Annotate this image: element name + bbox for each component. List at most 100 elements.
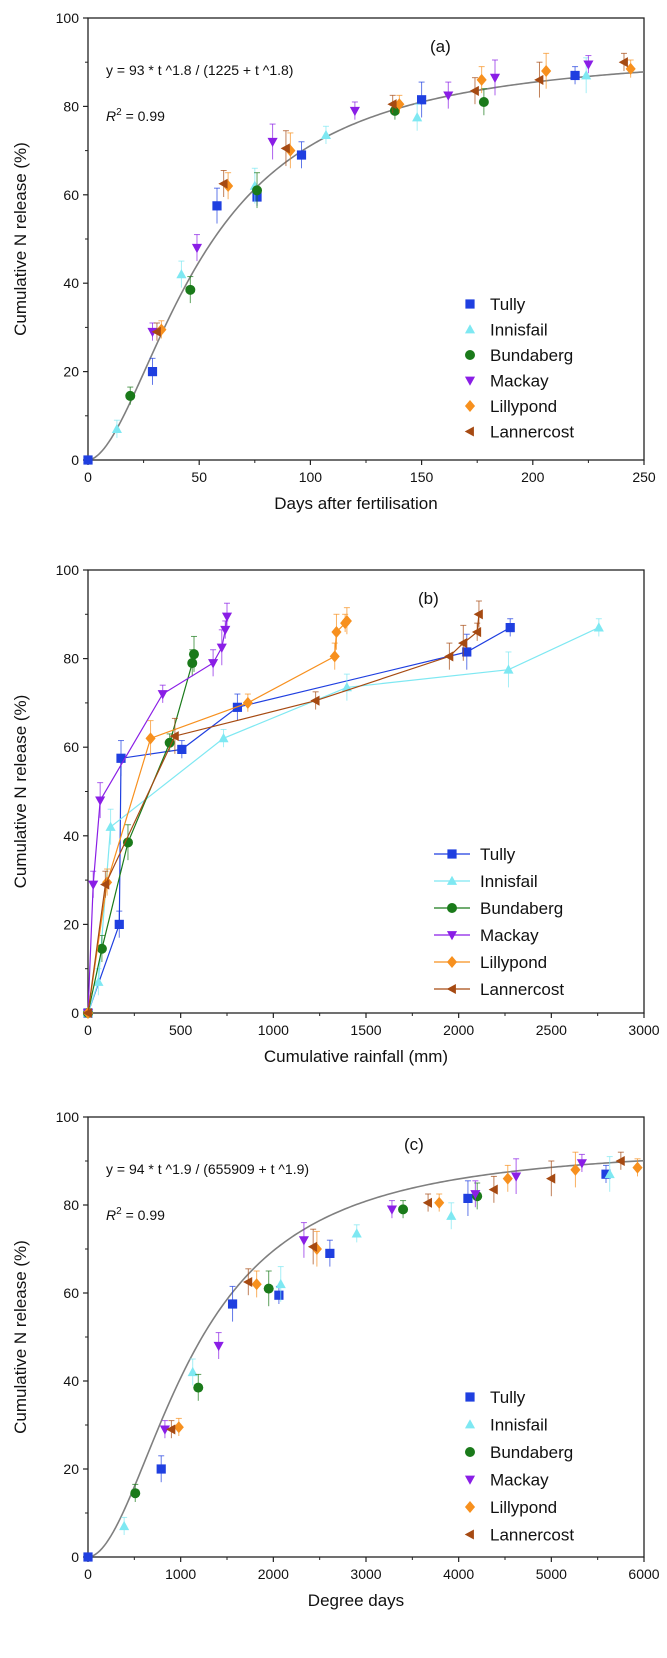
data-point xyxy=(473,609,483,620)
data-point xyxy=(111,423,122,433)
y-tick-label: 40 xyxy=(63,828,79,844)
data-point xyxy=(570,70,580,81)
y-tick-label: 20 xyxy=(63,1461,79,1477)
data-point xyxy=(434,1196,445,1209)
x-tick-label: 2000 xyxy=(258,1566,289,1582)
x-tick-label: 1500 xyxy=(350,1022,381,1038)
legend-label: Bundaberg xyxy=(490,1443,573,1462)
legend-marker xyxy=(465,350,475,360)
data-point xyxy=(125,390,136,401)
data-point xyxy=(156,1464,166,1474)
y-tick-label: 0 xyxy=(71,452,79,468)
legend-marker xyxy=(464,426,474,437)
r-squared-label: R2 = 0.99 xyxy=(106,107,165,124)
data-point xyxy=(251,1278,262,1291)
chart-panel-a: 0 50 100 150 200 250 0 20 40 60 80 100 Days after fe… xyxy=(11,10,656,513)
data-point xyxy=(349,106,360,117)
x-tick-label: 200 xyxy=(521,469,545,485)
x-axis-title: Degree days xyxy=(308,1591,404,1610)
legend-label: Lillypond xyxy=(480,953,547,972)
data-point xyxy=(191,243,203,254)
data-point xyxy=(119,1520,130,1531)
plot-frame xyxy=(87,1116,645,1558)
y-tick-label: 0 xyxy=(71,1549,79,1565)
data-point xyxy=(96,943,107,954)
data-point xyxy=(151,326,161,337)
data-point xyxy=(488,1184,498,1195)
panel-label: (c) xyxy=(404,1135,424,1154)
data-point xyxy=(386,1205,398,1215)
legend-marker xyxy=(465,1447,475,1457)
series-line xyxy=(87,627,511,1014)
data-point xyxy=(105,821,116,831)
legend-marker xyxy=(446,983,456,995)
x-tick-label: 100 xyxy=(299,469,323,485)
data-point xyxy=(177,744,187,755)
data-point xyxy=(541,65,552,78)
y-tick-label: 80 xyxy=(63,651,79,667)
series-lannercost xyxy=(166,1151,625,1439)
series-tully xyxy=(83,618,515,1018)
data-point xyxy=(95,796,106,806)
legend-marker xyxy=(447,849,457,859)
series-mackay xyxy=(159,1153,587,1439)
y-tick-label: 100 xyxy=(56,10,80,26)
legend-label: Lannercost xyxy=(480,980,564,999)
data-point xyxy=(169,731,179,742)
data-point xyxy=(274,1290,284,1300)
data-point xyxy=(221,612,233,622)
data-point xyxy=(232,702,243,712)
data-point xyxy=(511,1172,522,1182)
y-axis-title: Cumulative N release (%) xyxy=(11,142,30,336)
plot-frame xyxy=(87,569,645,1014)
data-point xyxy=(417,95,427,105)
data-point xyxy=(394,98,405,111)
legend-marker xyxy=(447,903,457,913)
x-tick-label: 5000 xyxy=(536,1566,567,1582)
data-point xyxy=(502,1172,513,1185)
y-tick-label: 80 xyxy=(63,1197,79,1213)
legend-marker xyxy=(465,299,475,309)
data-point xyxy=(462,647,472,657)
data-point xyxy=(625,62,636,75)
data-point xyxy=(476,73,487,86)
data-point xyxy=(93,976,104,986)
data-point xyxy=(469,85,479,96)
chart-panel-b: 0 500 1000 1500 2000 2500 3000 0 20 40 60 80 100 Cumu… xyxy=(11,562,660,1066)
data-point xyxy=(122,837,133,848)
data-point xyxy=(412,112,423,122)
data-point xyxy=(218,733,229,743)
data-point xyxy=(88,880,99,890)
data-point xyxy=(188,649,199,660)
legend-label: Mackay xyxy=(490,1471,549,1490)
data-point xyxy=(263,1283,274,1294)
data-point xyxy=(503,664,514,674)
legend-label: Lannercost xyxy=(490,1526,574,1545)
data-point xyxy=(185,284,196,295)
data-point xyxy=(280,143,290,154)
y-tick-label: 60 xyxy=(63,1285,79,1301)
legend-label: Tully xyxy=(480,845,516,864)
legend-label: Mackay xyxy=(480,926,539,945)
data-point xyxy=(164,737,175,748)
series-lannercost xyxy=(151,52,628,341)
data-point xyxy=(220,625,231,636)
legend-label: Tully xyxy=(490,1388,526,1407)
y-tick-label: 40 xyxy=(63,275,79,291)
y-tick-label: 20 xyxy=(63,916,79,932)
data-point xyxy=(83,455,93,465)
series-lillypond xyxy=(173,1151,643,1436)
series-lannercost xyxy=(82,600,483,1019)
series-line xyxy=(87,614,480,1014)
legend-marker xyxy=(464,1419,476,1429)
data-point xyxy=(444,651,454,662)
series-lillypond xyxy=(156,52,636,339)
data-point xyxy=(570,1163,581,1176)
data-point xyxy=(470,1190,481,1200)
data-point xyxy=(156,323,167,336)
series-tully xyxy=(83,66,580,465)
x-tick-label: 2500 xyxy=(536,1022,567,1038)
legend-label: Lannercost xyxy=(490,423,574,442)
y-tick-label: 100 xyxy=(56,562,80,578)
